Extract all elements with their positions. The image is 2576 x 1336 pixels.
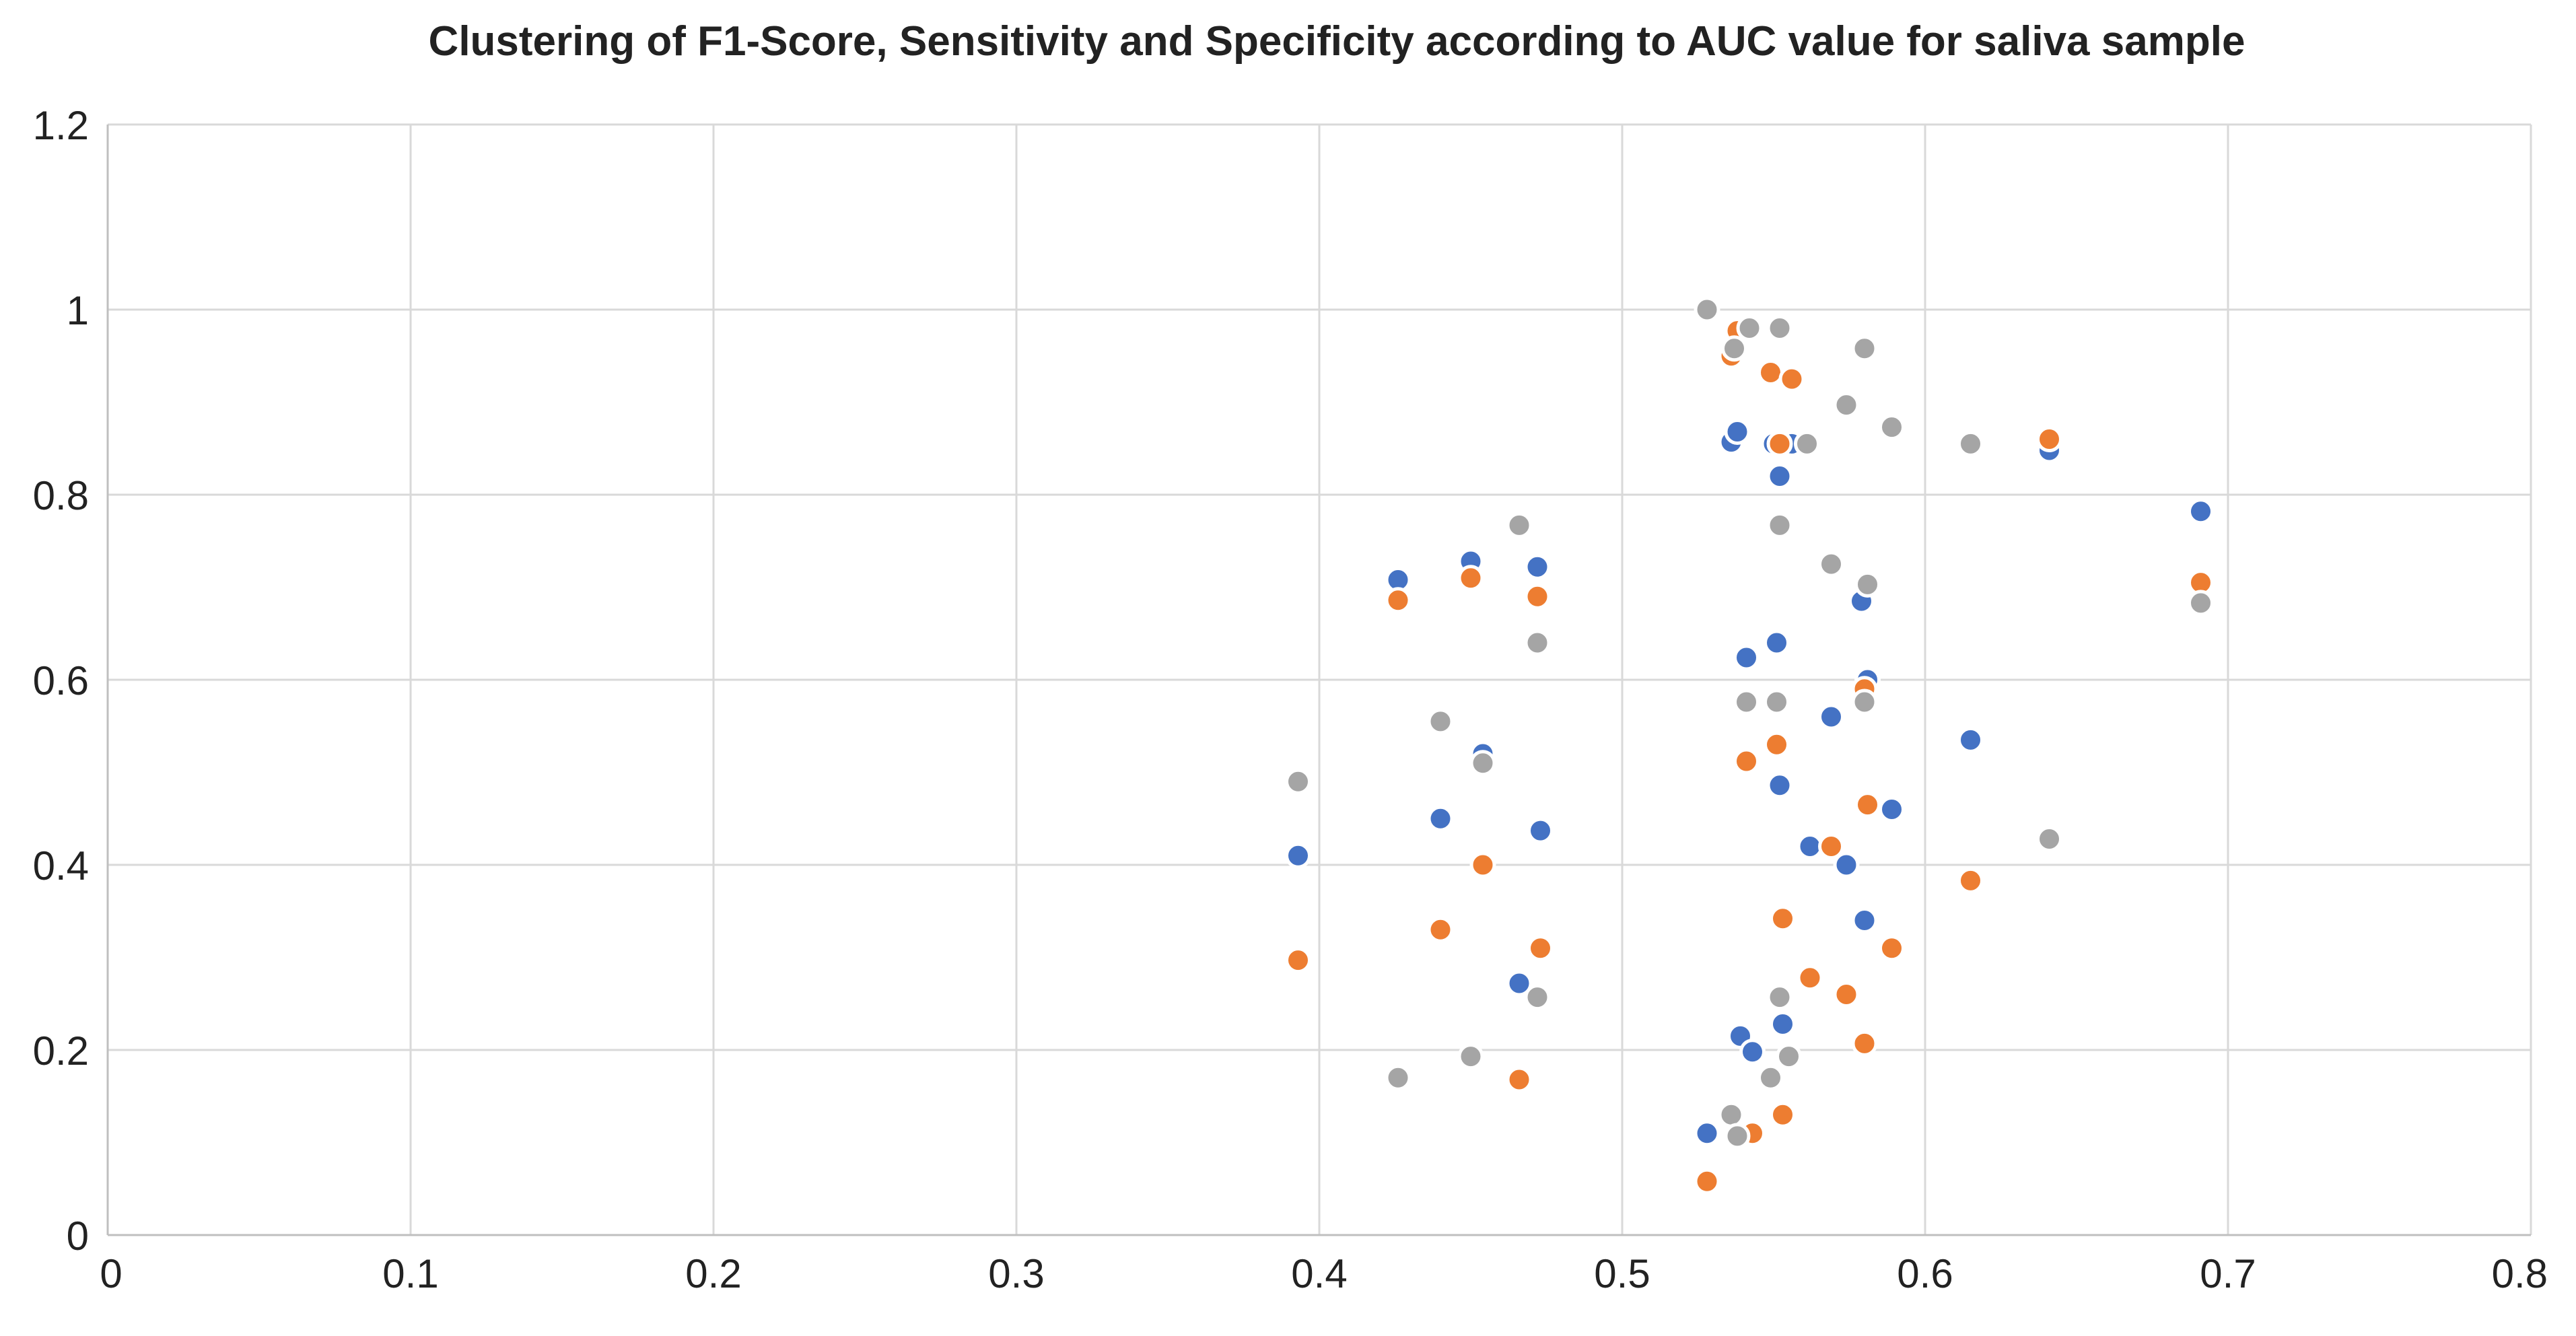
f1-score-point bbox=[1764, 629, 1790, 656]
f1-score-point bbox=[1733, 644, 1760, 671]
specificity-point bbox=[1764, 689, 1790, 715]
specificity-point bbox=[1818, 551, 1844, 577]
y-tick-label: 1.2 bbox=[33, 103, 89, 148]
specificity-point bbox=[1718, 1101, 1745, 1128]
specificity-point bbox=[1851, 689, 1878, 715]
sensitivity-point bbox=[1524, 583, 1551, 610]
sensitivity-point bbox=[1694, 1168, 1720, 1195]
sensitivity-point bbox=[1797, 964, 1823, 991]
sensitivity-point bbox=[1764, 731, 1790, 758]
data-points bbox=[1285, 296, 2214, 1195]
sensitivity-point bbox=[1527, 935, 1554, 962]
x-tick-label: 0.2 bbox=[685, 1251, 741, 1296]
axes bbox=[106, 125, 2531, 1236]
x-tick-label: 0.4 bbox=[1291, 1251, 1347, 1296]
specificity-point bbox=[1524, 629, 1551, 656]
specificity-point bbox=[1766, 315, 1793, 341]
specificity-point bbox=[1385, 1064, 1412, 1091]
specificity-point bbox=[1469, 750, 1496, 777]
y-tick-label: 0 bbox=[67, 1214, 89, 1259]
specificity-point bbox=[1427, 708, 1454, 735]
y-tick-label: 1 bbox=[67, 288, 89, 333]
sensitivity-point bbox=[1285, 947, 1311, 974]
sensitivity-point bbox=[1957, 867, 1984, 894]
specificity-point bbox=[1879, 414, 1905, 441]
f1-score-point bbox=[1739, 1039, 1766, 1065]
y-tick-label: 0.8 bbox=[33, 473, 89, 518]
y-tick-label: 0.6 bbox=[33, 658, 89, 703]
sensitivity-point bbox=[1733, 748, 1760, 775]
sensitivity-point bbox=[1833, 981, 1860, 1008]
x-tick-label: 0.8 bbox=[2492, 1251, 2548, 1296]
sensitivity-point bbox=[1778, 365, 1805, 392]
specificity-point bbox=[1833, 392, 1860, 419]
specificity-point bbox=[1524, 984, 1551, 1011]
f1-score-point bbox=[1285, 842, 1311, 869]
sensitivity-point bbox=[1879, 935, 1905, 962]
x-tick-label: 0.3 bbox=[988, 1251, 1044, 1296]
specificity-point bbox=[1285, 768, 1311, 795]
sensitivity-point bbox=[1757, 359, 1784, 386]
specificity-point bbox=[1851, 335, 1878, 362]
f1-score-point bbox=[1766, 772, 1793, 799]
gridlines bbox=[108, 123, 2532, 1235]
specificity-point bbox=[1794, 430, 1820, 457]
f1-score-point bbox=[1427, 805, 1454, 832]
f1-score-point bbox=[1766, 463, 1793, 489]
specificity-point bbox=[1776, 1043, 1802, 1070]
f1-score-point bbox=[1524, 553, 1551, 580]
sensitivity-point bbox=[1770, 1101, 1796, 1128]
specificity-point bbox=[1457, 1043, 1484, 1070]
sensitivity-point bbox=[2036, 426, 2062, 452]
f1-score-point bbox=[2188, 498, 2214, 525]
specificity-point bbox=[1854, 571, 1881, 598]
y-axis-tick-labels: 0 0.2 0.4 0.6 0.8 1 1.2 bbox=[33, 103, 89, 1259]
y-tick-label: 0.4 bbox=[33, 843, 89, 888]
f1-score-point bbox=[1770, 1011, 1796, 1037]
f1-score-point bbox=[1724, 419, 1751, 445]
x-tick-label: 0.7 bbox=[2200, 1251, 2256, 1296]
specificity-point bbox=[1721, 335, 1747, 362]
sensitivity-point bbox=[1766, 430, 1793, 457]
specificity-point bbox=[1724, 1123, 1751, 1150]
f1-score-point bbox=[1851, 907, 1878, 934]
sensitivity-point bbox=[1385, 587, 1412, 614]
f1-score-point bbox=[1527, 817, 1554, 844]
specificity-point bbox=[1733, 689, 1760, 715]
sensitivity-point bbox=[1427, 916, 1454, 943]
x-tick-label: 0.6 bbox=[1897, 1251, 1953, 1296]
specificity-point bbox=[1694, 296, 1720, 323]
specificity-point bbox=[1757, 1064, 1784, 1091]
specificity-point bbox=[2188, 590, 2214, 617]
x-tick-label: 0.5 bbox=[1594, 1251, 1650, 1296]
sensitivity-point bbox=[1770, 905, 1796, 932]
chart-title: Clustering of F1-Score, Sensitivity and … bbox=[429, 18, 2246, 65]
specificity-point bbox=[1766, 984, 1793, 1011]
sensitivity-point bbox=[1469, 851, 1496, 878]
f1-score-point bbox=[1797, 833, 1823, 859]
x-tick-label: 0.1 bbox=[382, 1251, 438, 1296]
specificity-point bbox=[1957, 430, 1984, 457]
sensitivity-point bbox=[1854, 792, 1881, 818]
f1-score-point bbox=[1694, 1120, 1720, 1147]
x-tick-label: 0 bbox=[100, 1251, 122, 1296]
sensitivity-point bbox=[1506, 1066, 1533, 1093]
specificity-point bbox=[1766, 512, 1793, 538]
y-tick-label: 0.2 bbox=[33, 1028, 89, 1074]
f1-score-point bbox=[1506, 970, 1533, 997]
specificity-point bbox=[1736, 315, 1763, 341]
sensitivity-point bbox=[1851, 1030, 1878, 1057]
f1-score-point bbox=[1879, 796, 1905, 822]
x-axis-tick-labels: 0 0.1 0.2 0.3 0.4 0.5 0.6 0.7 0.8 bbox=[100, 1251, 2548, 1296]
sensitivity-point bbox=[1457, 565, 1484, 592]
specificity-point bbox=[1506, 512, 1533, 538]
specificity-point bbox=[2036, 826, 2062, 852]
sensitivity-point bbox=[1818, 833, 1844, 859]
f1-score-point bbox=[1818, 703, 1844, 730]
f1-score-point bbox=[1833, 851, 1860, 878]
f1-score-point bbox=[1957, 726, 1984, 753]
